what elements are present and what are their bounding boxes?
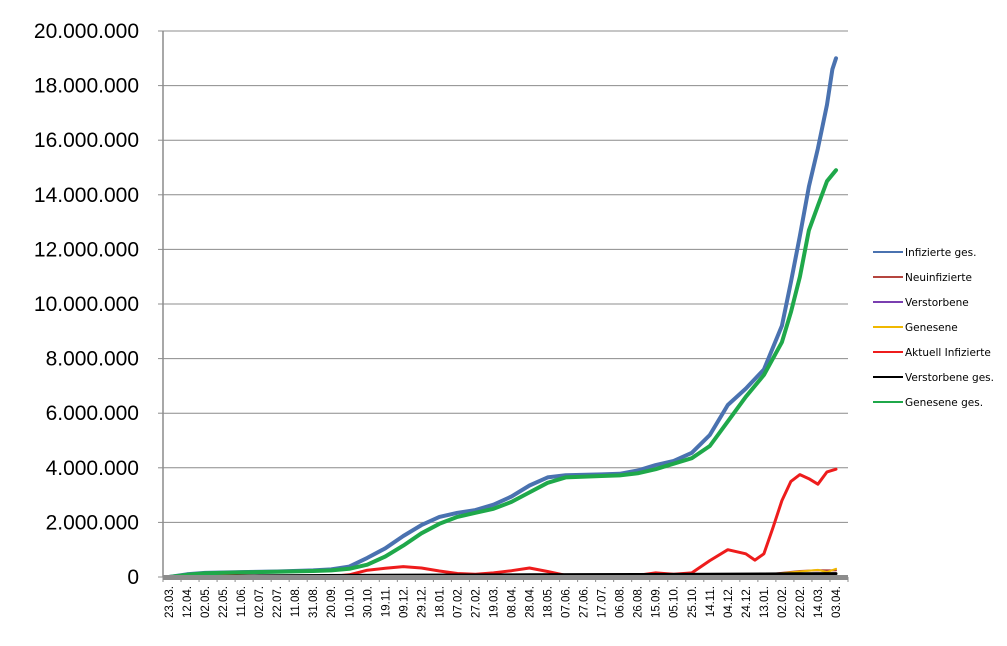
x-tick-label: 02.07. [254,586,266,618]
x-tick-label: 30.10. [362,586,374,618]
y-tick-label: 8.000.000 [46,348,139,371]
y-tick-label: 14.000.000 [34,184,139,207]
x-tick-label: 17.07. [597,586,609,618]
x-tick-label: 18.01. [434,586,446,618]
y-tick-label: 6.000.000 [46,402,139,425]
x-tick-label: 11.08. [290,586,302,617]
x-tick-label: 14.11. [705,586,717,617]
x-tick-label: 27.02. [470,586,482,618]
legend-label: Genesene ges. [905,397,983,409]
legend: Infizierte ges. Neuinfizierte Verstorbene G… [873,247,994,409]
y-tick-label: 12.000.000 [34,238,139,261]
x-tick-label: 10.10. [344,586,356,618]
y-tick-label: 18.000.000 [34,75,139,98]
x-tick-label: 22.05. [218,586,230,618]
series-line [167,168,838,579]
x-tick-label: 12.04. [182,586,194,618]
x-tick-label: 27.06. [579,586,591,618]
x-tick-label: 24.12. [741,586,753,618]
x-tick-label: 02.02. [777,586,789,618]
x-tick-label: 07.06. [561,586,573,618]
x-tick-label: 04.12. [723,586,735,618]
x-tick-label: 08.04. [507,586,519,618]
x-tick-label: 07.02. [452,586,464,618]
x-tick-label: 05.10. [669,586,681,618]
x-tick-label: 03.04. [831,586,843,618]
y-tick-label: 4.000.000 [46,457,139,480]
series-line [167,467,838,579]
y-tick-label: 2.000.000 [46,511,139,534]
axes [158,30,849,582]
x-tick-label: 19.03. [488,586,500,618]
legend-label: Neuinfizierte [905,272,972,284]
series-line [167,56,838,579]
x-tick-label: 15.09. [651,586,663,618]
x-tick-label: 23.03. [164,586,176,618]
legend-label: Verstorbene ges. [905,372,994,384]
series-lines [167,56,838,579]
x-tick-label: 11.06. [236,586,248,617]
x-tick-label: 31.08. [308,586,320,618]
legend-label: Aktuell Infizierte [905,347,991,359]
x-tick-label: 20.09. [326,586,338,618]
x-axis-tick-labels: 23.03. 12.04. 02.05. 22.05. 11.06. 02.07. 22.0… [164,586,843,618]
y-tick-label: 0 [127,566,139,589]
legend-label: Infizierte ges. [905,247,976,259]
x-tick-label: 02.05. [200,586,212,618]
x-tick-label: 29.12. [416,586,428,618]
x-tick-label: 25.10. [687,586,699,618]
legend-label: Verstorbene [905,297,969,309]
x-tick-label: 14.03. [813,586,825,618]
x-tick-label: 09.12. [398,586,410,618]
y-axis-tick-labels: 0 2.000.000 4.000.000 6.000.000 8.000.000 10.… [34,20,139,589]
x-tick-label: 22.07. [272,586,284,618]
y-tick-label: 16.000.000 [34,129,139,152]
x-tick-label: 18.05. [543,586,555,618]
x-tick-label: 19.11. [380,586,392,617]
x-tick-label: 22.02. [795,586,807,618]
y-tick-label: 10.000.000 [34,293,139,316]
x-tick-label: 06.08. [615,586,627,618]
y-tick-label: 20.000.000 [34,20,139,43]
legend-label: Genesene [905,322,958,334]
gridlines [163,30,848,523]
x-tick-label: 26.08. [633,586,645,618]
x-tick-label: 28.04. [525,586,537,618]
x-tick-label: 13.01. [759,586,771,618]
